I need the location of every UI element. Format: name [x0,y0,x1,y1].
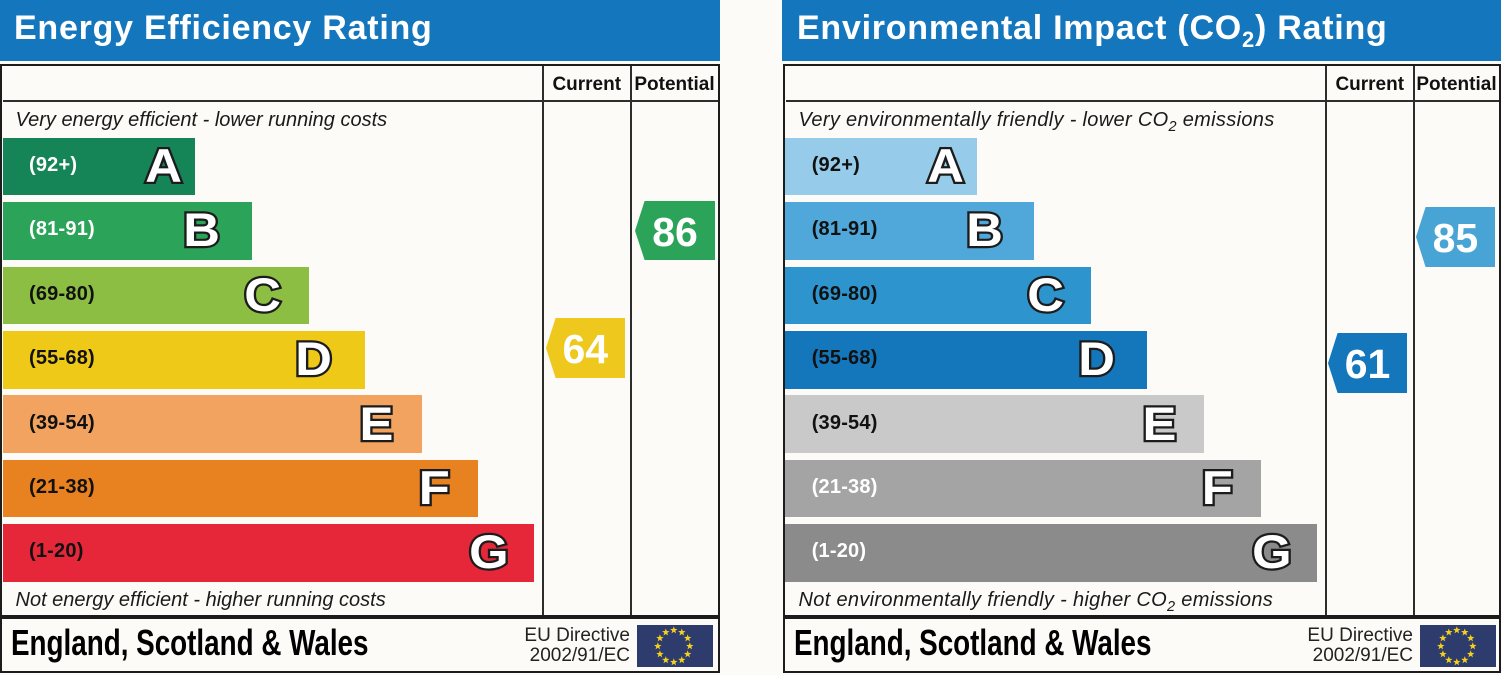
svg-text:64: 64 [562,326,608,372]
svg-text:86: 86 [652,209,698,255]
svg-text:61: 61 [1344,341,1390,387]
svg-text:85: 85 [1432,215,1478,261]
